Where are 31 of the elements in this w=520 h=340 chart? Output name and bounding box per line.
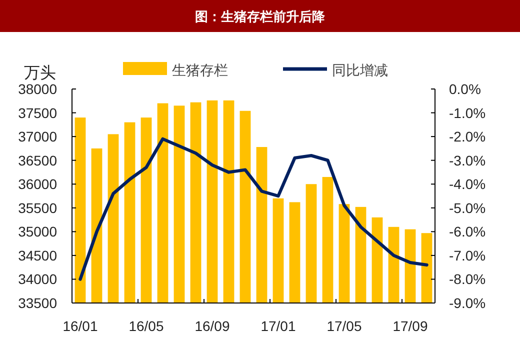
- y-tick-label: 36500: [18, 152, 58, 168]
- line-series: [78, 137, 428, 281]
- chart-title: 图：生猪存栏前升后降: [195, 9, 326, 24]
- y-axis-title: 万头: [24, 64, 56, 82]
- y-tick-label: 34000: [18, 271, 58, 288]
- y-tick-label: 34500: [18, 247, 58, 264]
- y2-tick-label: -9.0%: [449, 295, 486, 311]
- x-tick-label: 16/09: [194, 318, 230, 334]
- y2-tick-label: -6.0%: [449, 224, 486, 240]
- y2-tick-label: -7.0%: [449, 247, 486, 264]
- y-tick-label: 35500: [18, 200, 58, 216]
- x-tick-label: 16/05: [128, 318, 164, 334]
- y-tick-label: 33500: [18, 295, 58, 311]
- y-tick-label: 37500: [18, 104, 58, 121]
- y-tick-label: 35000: [18, 224, 58, 240]
- y2-tick-label: -5.0%: [449, 200, 486, 216]
- x-tick-label: 17/09: [392, 318, 428, 334]
- legend-label: 同比增减: [332, 62, 388, 78]
- legend-label: 生猪存栏: [172, 62, 228, 78]
- y2-tick-label: 0.0%: [449, 81, 481, 97]
- y-tick-label: 37000: [18, 128, 58, 145]
- y2-tick-label: -4.0%: [449, 176, 486, 192]
- x-tick-label: 16/01: [62, 318, 98, 334]
- y-tick-label: 38000: [18, 81, 58, 97]
- y2-tick-label: -8.0%: [449, 271, 486, 288]
- y2-tick-label: -1.0%: [449, 104, 486, 121]
- x-tick-label: 17/01: [260, 318, 296, 334]
- y-tick-label: 36000: [18, 176, 58, 192]
- x-tick-label: 17/05: [326, 318, 362, 334]
- y2-tick-label: -2.0%: [449, 128, 486, 145]
- y2-tick-label: -3.0%: [449, 152, 486, 168]
